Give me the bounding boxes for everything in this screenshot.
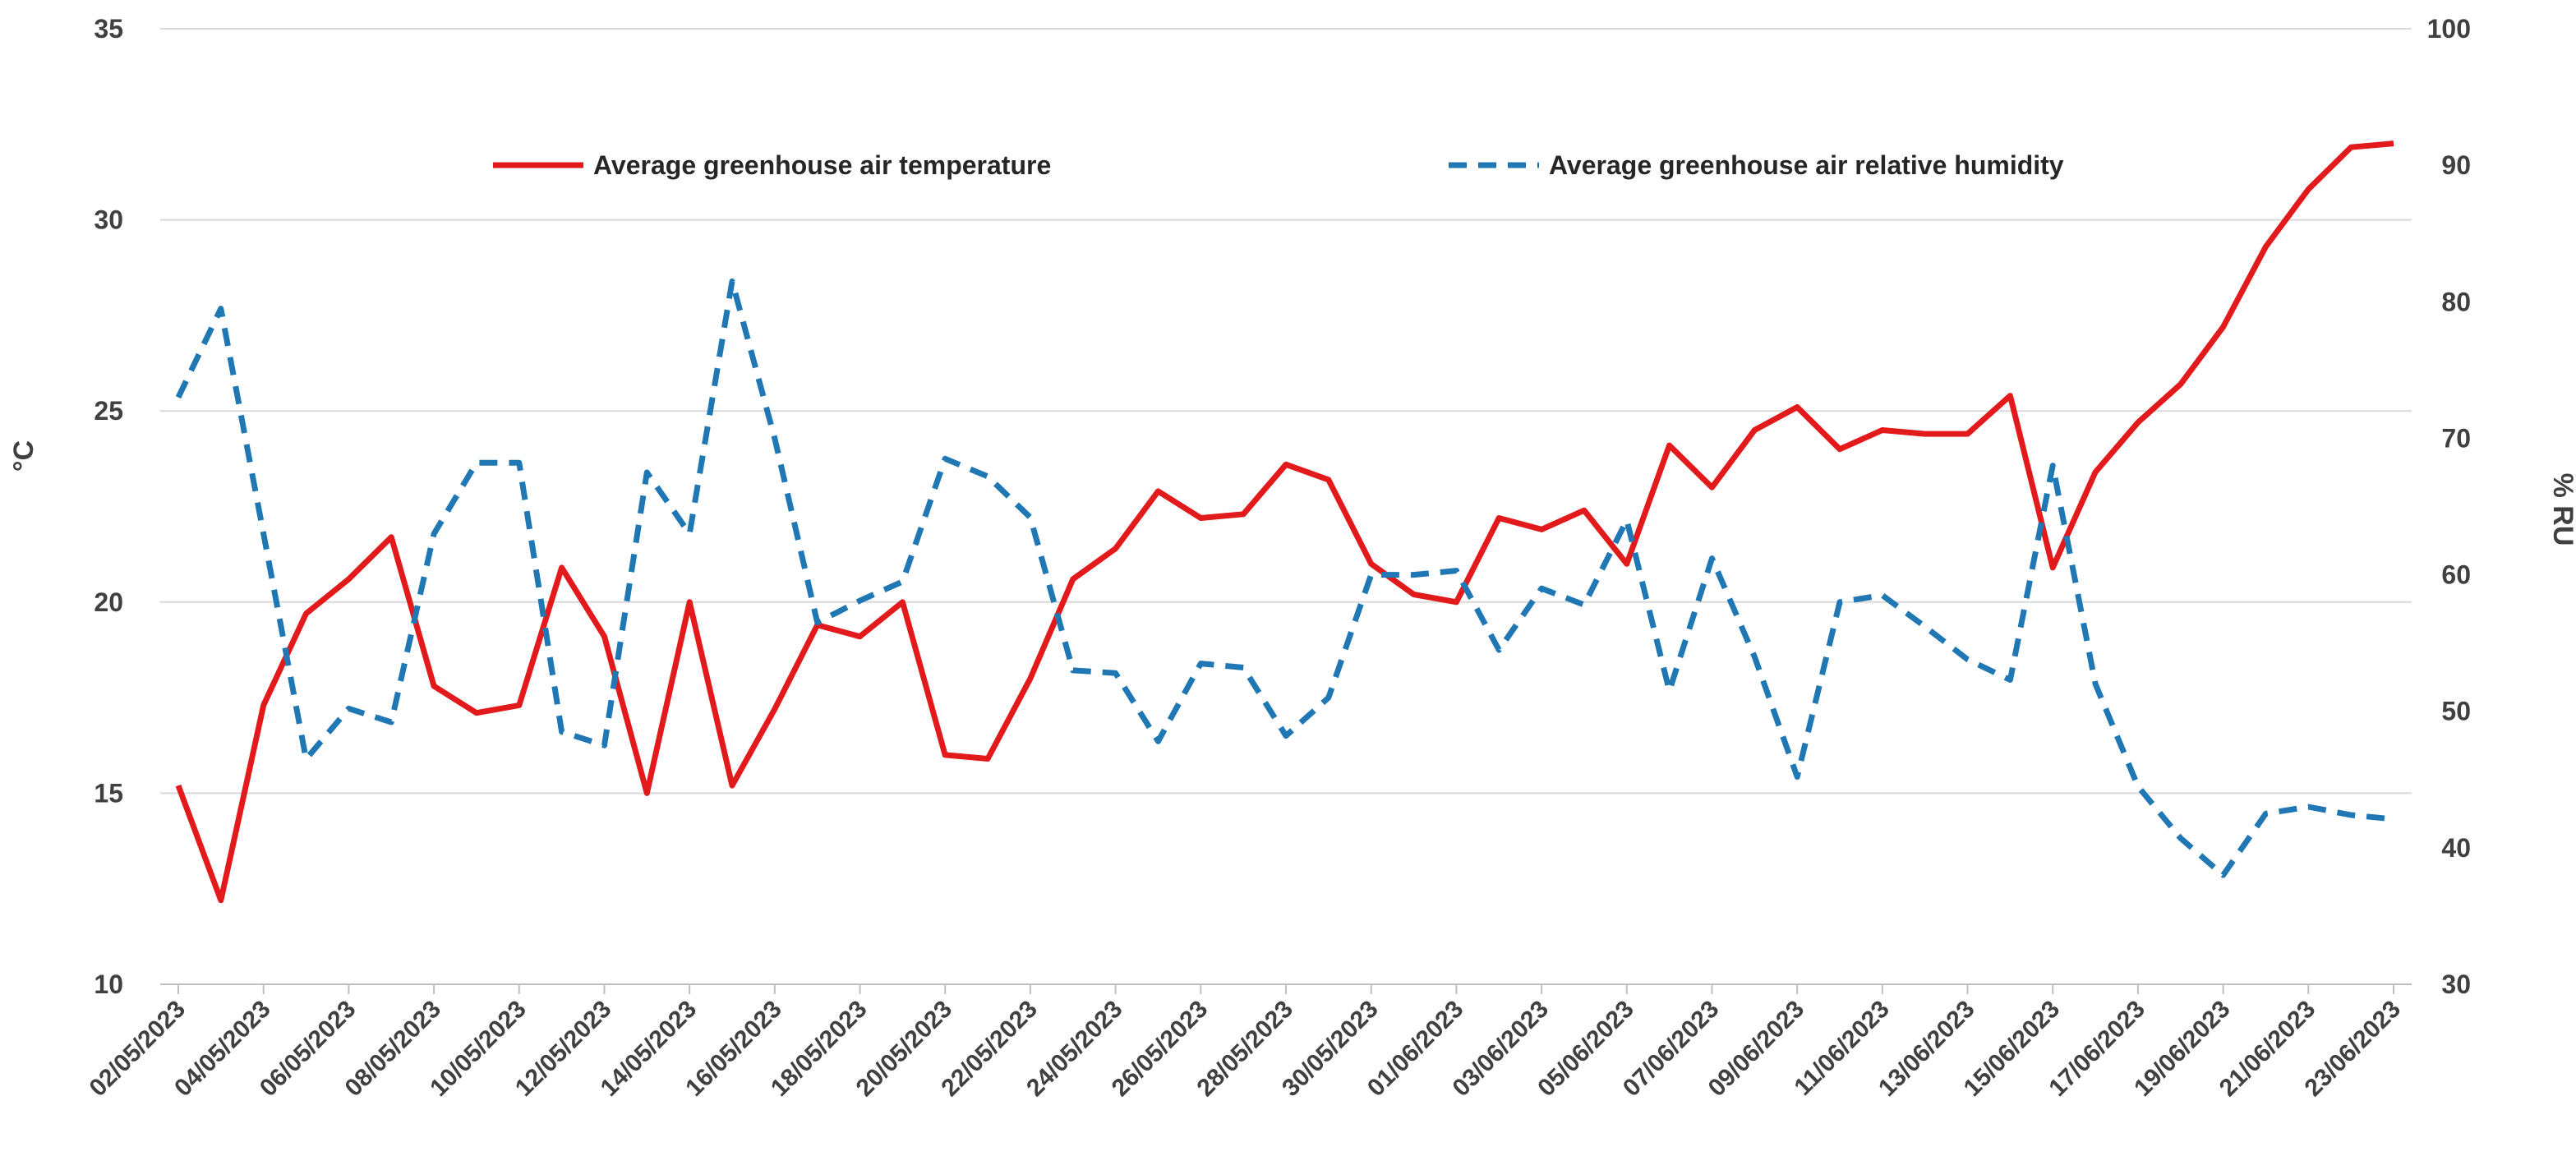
y-right-tick-label: 40 xyxy=(2441,833,2471,863)
y-right-tick-label: 100 xyxy=(2427,14,2471,44)
y-right-tick-label: 80 xyxy=(2441,287,2471,316)
gridlines xyxy=(160,28,2412,985)
axes: 1015202530353040506070809010002/05/20230… xyxy=(84,14,2471,1102)
y-axis-left-label: °C xyxy=(8,440,39,472)
y-right-tick-label: 70 xyxy=(2441,423,2471,453)
legend-humidity-label: Average greenhouse air relative humidity xyxy=(1549,150,2064,180)
y-left-tick-label: 15 xyxy=(94,778,123,808)
series-lines xyxy=(175,140,2394,904)
y-left-tick-label: 35 xyxy=(94,14,123,44)
y-left-tick-label: 10 xyxy=(94,969,123,999)
y-right-tick-label: 30 xyxy=(2441,969,2471,999)
y-right-tick-label: 50 xyxy=(2441,697,2471,726)
y-right-tick-label: 90 xyxy=(2441,150,2471,180)
y-right-tick-label: 60 xyxy=(2441,560,2471,590)
y-left-tick-label: 20 xyxy=(94,587,123,617)
y-left-tick-label: 25 xyxy=(94,396,123,426)
legend: Average greenhouse air temperature Avera… xyxy=(493,150,2064,180)
legend-temperature-label: Average greenhouse air temperature xyxy=(593,150,1051,180)
humidity-line xyxy=(175,278,2394,878)
y-left-tick-label: 30 xyxy=(94,205,123,235)
y-axis-right-label: % RU xyxy=(2547,473,2576,546)
